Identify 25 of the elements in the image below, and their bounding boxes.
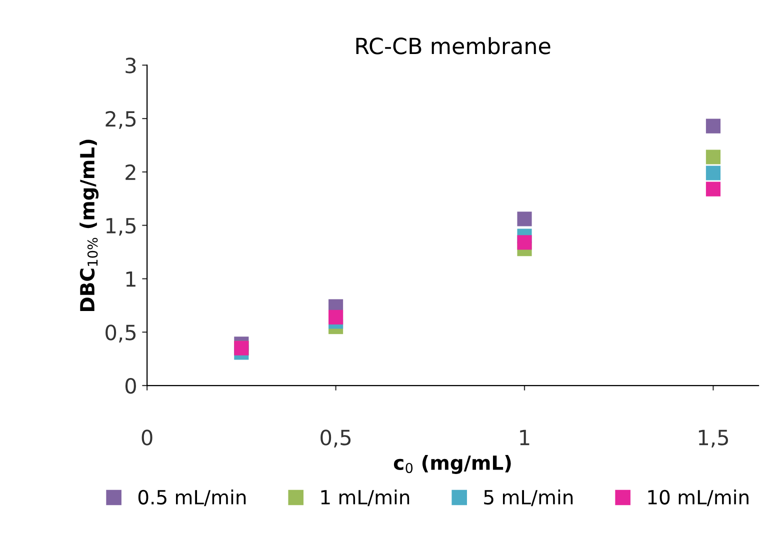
chart-title: RC-CB membrane: [356, 37, 550, 54]
legend-label: 0.5 mL/min: [138, 490, 246, 506]
y-tick-label: 2: [126, 164, 136, 180]
point: [517, 235, 532, 250]
x-tick-label: 0,5: [320, 430, 351, 448]
legend-label: 1 mL/min: [321, 490, 410, 506]
point: [706, 118, 721, 134]
point: [517, 212, 532, 226]
x-tick-label: 1,5: [698, 430, 728, 448]
legend-label: 10 mL/min: [648, 490, 748, 506]
point: [706, 166, 721, 180]
x-tick-label: 0: [142, 430, 152, 446]
x-axis-title: c$_{0}$ (mg/mL): [394, 455, 511, 474]
y-tick-label: 2,5: [106, 111, 136, 129]
legend-label: 5 mL/min: [484, 490, 573, 506]
point: [706, 182, 721, 196]
point: [706, 150, 721, 164]
y-axis-title: DBC$_{10%}$ (mg/mL): [80, 140, 99, 311]
x-tick-label: 1: [520, 430, 530, 446]
y-tick-label: 0,5: [106, 324, 136, 342]
y-tick-label: 0: [125, 378, 136, 394]
y-tick-label: 3: [126, 58, 136, 74]
point: [328, 310, 344, 324]
y-tick-label: 1,5: [106, 218, 136, 236]
y-tick-label: 1: [126, 271, 136, 287]
